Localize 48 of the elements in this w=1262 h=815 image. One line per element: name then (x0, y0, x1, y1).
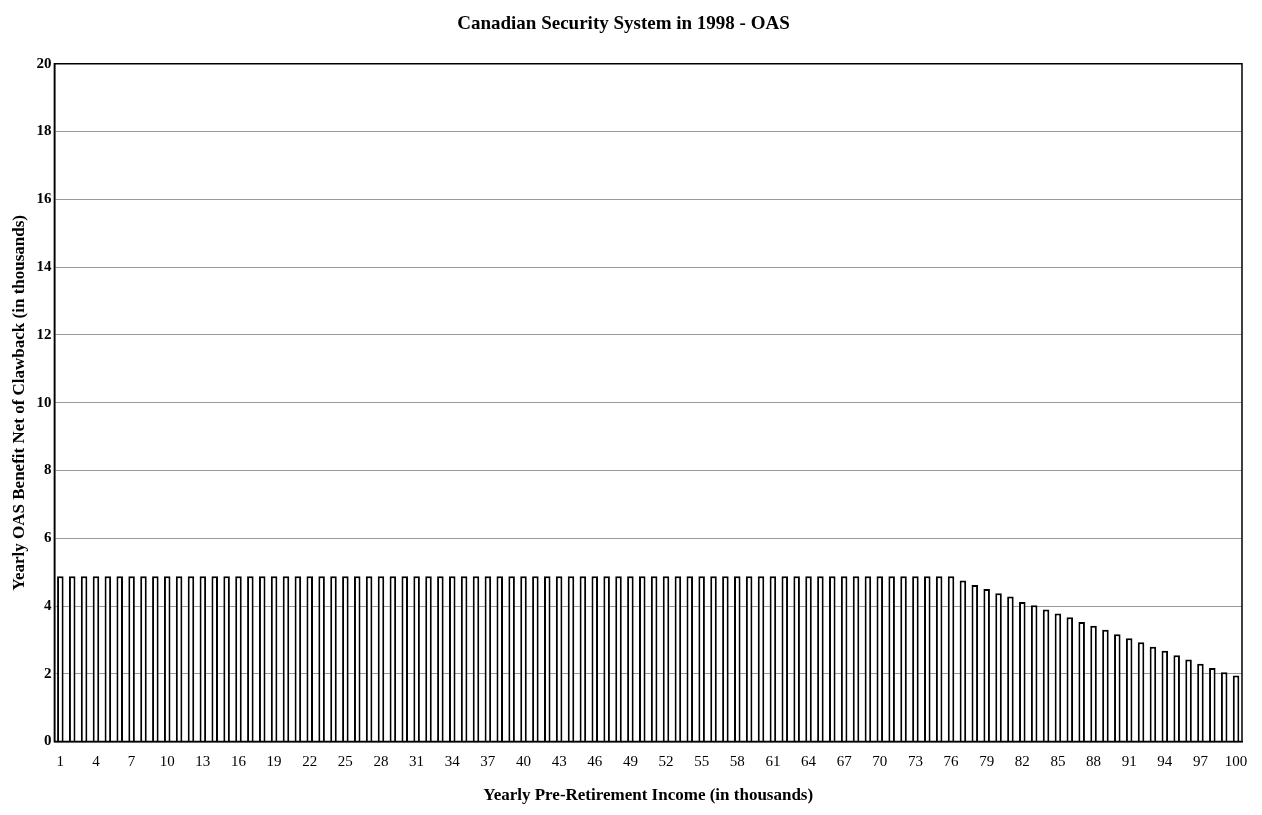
y-axis-title: Yearly OAS Benefit Net of Clawback (in thousands) (8, 214, 28, 591)
x-tick-label: 43 (551, 752, 567, 769)
x-tick-label: 94 (1157, 752, 1173, 769)
x-tick-label: 1 (56, 752, 65, 769)
x-tick-label: 79 (979, 752, 995, 769)
x-tick-label: 46 (587, 752, 603, 769)
y-tick-label: 20 (36, 54, 52, 71)
x-tick-label: 16 (230, 752, 247, 769)
x-tick-label: 34 (444, 752, 461, 769)
x-tick-label: 13 (195, 752, 211, 769)
x-tick-label: 31 (409, 752, 425, 769)
y-tick-label: 0 (43, 732, 52, 749)
y-tick-label: 8 (43, 461, 52, 478)
x-tick-label: 10 (159, 752, 175, 769)
chart-title: Canadian Security System in 1998 - OAS (457, 12, 790, 34)
y-tick-label: 18 (36, 122, 52, 139)
x-tick-label: 4 (92, 752, 101, 769)
y-tick-label: 12 (36, 325, 52, 342)
x-tick-label: 19 (266, 752, 282, 769)
x-tick-label: 82 (1014, 752, 1030, 769)
y-tick-label: 14 (36, 258, 52, 275)
x-tick-label: 67 (836, 752, 853, 769)
x-tick-label: 64 (801, 752, 817, 769)
x-tick-label: 73 (907, 752, 923, 769)
x-tick-label: 85 (1050, 752, 1066, 769)
x-tick-label: 25 (337, 752, 353, 769)
y-tick-label: 2 (43, 664, 52, 681)
x-tick-label: 37 (480, 752, 496, 769)
y-tick-label: 4 (43, 596, 52, 613)
x-tick-label: 91 (1121, 752, 1137, 769)
x-tick-label: 49 (622, 752, 638, 769)
x-tick-label: 97 (1192, 752, 1209, 769)
x-tick-label: 70 (872, 752, 888, 769)
x-tick-label: 40 (516, 752, 531, 769)
x-tick-label: 100 (1224, 752, 1248, 769)
x-tick-label: 61 (765, 752, 781, 769)
x-tick-label: 22 (302, 752, 318, 769)
x-tick-label: 76 (943, 752, 960, 769)
x-tick-label: 28 (373, 752, 389, 769)
x-axis-title: Yearly Pre-Retirement Income (in thousands) (483, 785, 814, 805)
x-tick-label: 88 (1086, 752, 1102, 769)
x-tick-label: 55 (694, 752, 710, 769)
y-tick-label: 10 (36, 393, 52, 410)
x-tick-label: 52 (658, 752, 674, 769)
x-tick-label: 58 (729, 752, 745, 769)
y-tick-label: 16 (36, 190, 52, 207)
y-tick-label: 6 (43, 529, 52, 546)
x-tick-label: 7 (127, 752, 136, 769)
